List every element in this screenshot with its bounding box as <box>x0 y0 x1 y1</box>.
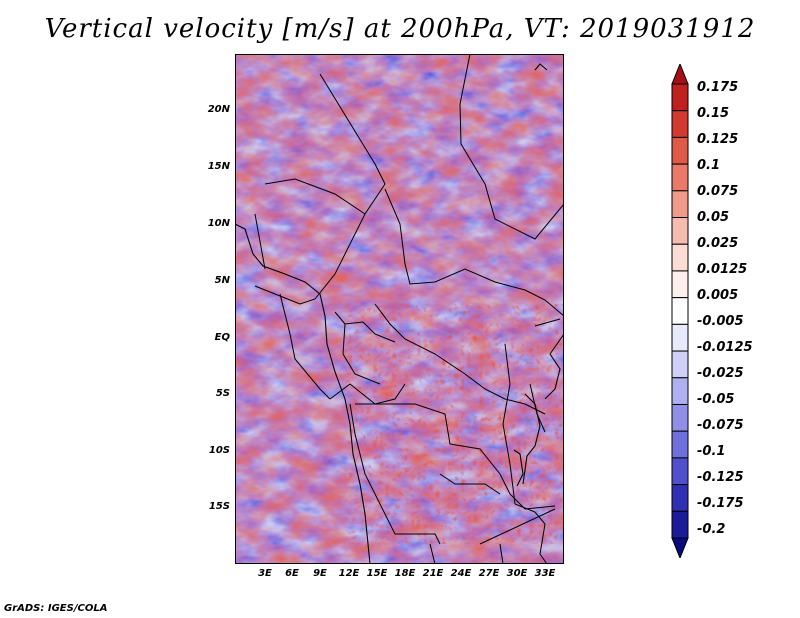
colorbar-cell <box>671 484 689 512</box>
lon-label-30e: 30E <box>506 568 528 579</box>
colorbar-cell <box>671 64 689 85</box>
colorbar-label: -0.1 <box>697 444 726 459</box>
grads-credit: GrADS: IGES/COLA <box>4 603 108 614</box>
lon-label-21e: 21E <box>422 568 444 579</box>
lat-label-20n: 20N <box>207 104 230 115</box>
colorbar-cell <box>671 110 689 138</box>
colorbar-label: -0.075 <box>697 418 744 433</box>
colorbar-cell <box>671 190 689 219</box>
colorbar-label: 0.15 <box>697 106 730 121</box>
colorbar <box>671 64 689 558</box>
lat-label-5n: 5N <box>214 275 230 286</box>
colorbar-label: 0.075 <box>697 184 739 199</box>
colorbar-cell <box>671 83 689 112</box>
colorbar-cell <box>671 297 689 325</box>
colorbar-cell <box>671 537 689 558</box>
colorbar-cell <box>671 136 689 165</box>
lat-label-eq: EQ <box>214 332 230 343</box>
colorbar-label: 0.05 <box>697 210 730 225</box>
colorbar-label: -0.025 <box>697 366 744 381</box>
lon-label-33e: 33E <box>534 568 556 579</box>
lon-label-15e: 15E <box>366 568 388 579</box>
velocity-field-fine-pattern <box>345 304 564 544</box>
map-title: Vertical velocity [m/s] at 200hPa, VT: 2… <box>44 14 756 44</box>
lon-label-27e: 27E <box>478 568 500 579</box>
lon-label-9e: 9E <box>313 568 327 579</box>
colorbar-label: 0.005 <box>697 288 739 303</box>
colorbar-cell <box>671 430 689 459</box>
colorbar-cell <box>671 217 689 245</box>
lon-label-18e: 18E <box>394 568 416 579</box>
colorbar-label: 0.025 <box>697 236 739 251</box>
colorbar-label: 0.175 <box>697 80 739 95</box>
lat-label-15s: 15S <box>208 501 230 512</box>
colorbar-label: 0.125 <box>697 132 739 147</box>
colorbar-cell <box>671 377 689 405</box>
colorbar-label: -0.2 <box>697 522 726 537</box>
colorbar-cells <box>671 64 689 558</box>
colorbar-cell <box>671 403 689 432</box>
lat-label-5s: 5S <box>215 388 230 399</box>
colorbar-cell <box>671 243 689 272</box>
colorbar-label: -0.005 <box>697 314 744 329</box>
colorbar-cell <box>671 163 689 192</box>
colorbar-label: 0.0125 <box>697 262 748 277</box>
vertical-velocity-map <box>235 54 564 564</box>
colorbar-label: -0.125 <box>697 470 744 485</box>
colorbar-cell <box>671 350 689 379</box>
lon-label-24e: 24E <box>450 568 472 579</box>
lat-label-10s: 10S <box>208 445 230 456</box>
colorbar-cell <box>671 323 689 352</box>
lat-label-10n: 10N <box>207 218 230 229</box>
colorbar-label: -0.0125 <box>697 340 753 355</box>
colorbar-cell <box>671 270 689 299</box>
lon-label-3e: 3E <box>258 568 272 579</box>
map-frame <box>235 54 564 564</box>
colorbar-cell <box>671 510 689 539</box>
colorbar-label: -0.175 <box>697 496 744 511</box>
colorbar-label: -0.05 <box>697 392 735 407</box>
coastlines <box>235 63 561 564</box>
colorbar-label: 0.1 <box>697 158 721 173</box>
lat-label-15n: 15N <box>207 161 230 172</box>
colorbar-cell <box>671 457 689 486</box>
lon-label-6e: 6E <box>285 568 299 579</box>
lon-label-12e: 12E <box>338 568 360 579</box>
country-borders <box>254 54 564 564</box>
